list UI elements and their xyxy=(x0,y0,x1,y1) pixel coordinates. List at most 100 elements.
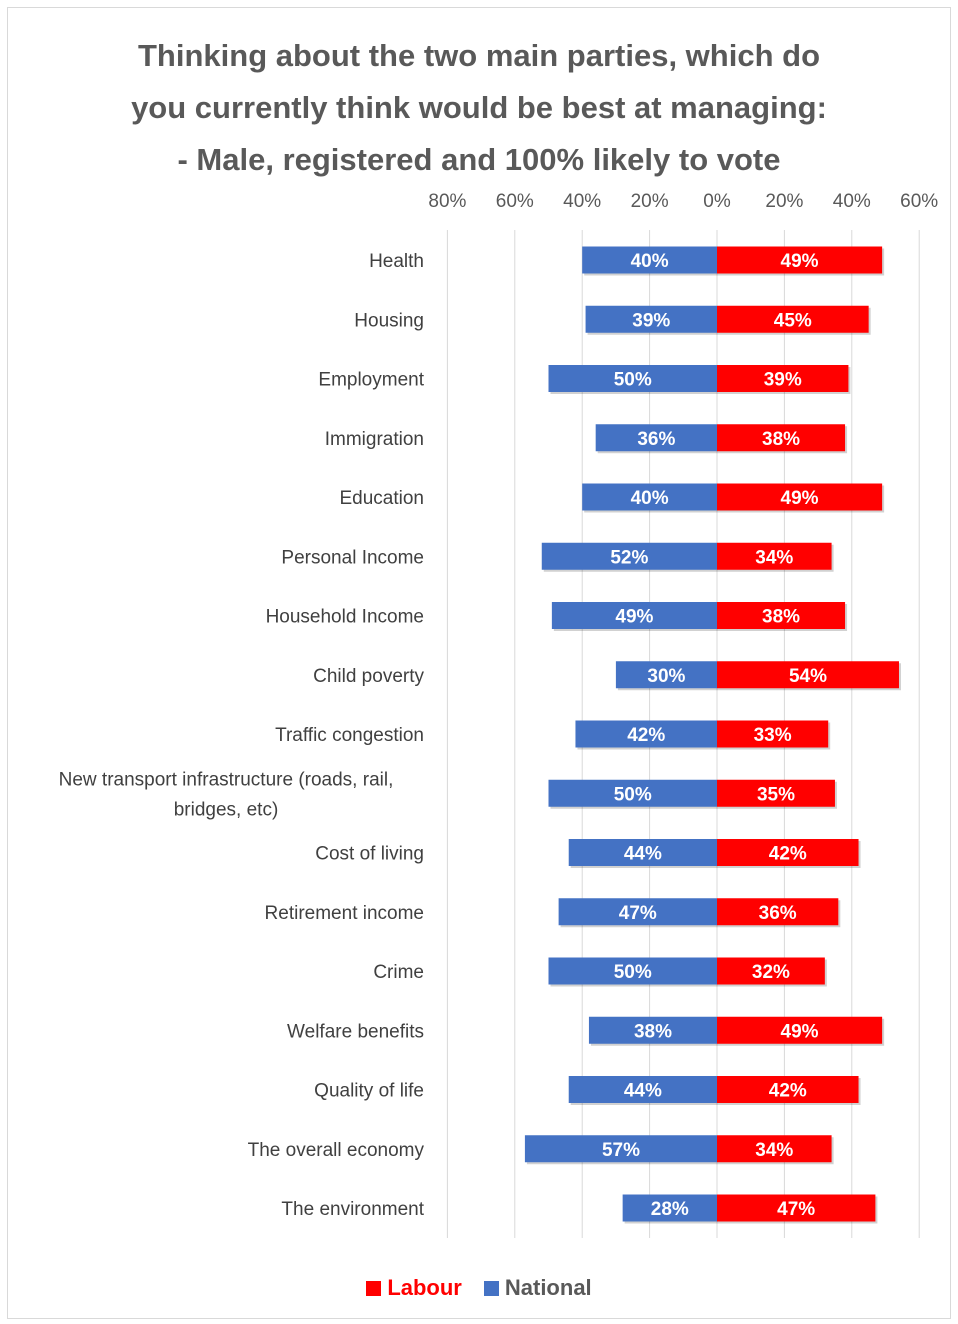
data-label-labour: 36% xyxy=(759,903,797,924)
category-label: Employment xyxy=(318,370,424,391)
bar-labour xyxy=(717,1194,876,1222)
category-label: Education xyxy=(339,488,424,509)
bar-labour xyxy=(717,1135,832,1163)
x-tick-label: 80% xyxy=(428,191,466,212)
data-label-national: 42% xyxy=(627,725,665,746)
bar-national xyxy=(595,424,717,452)
legend-swatch-labour xyxy=(366,1280,382,1296)
bar-national xyxy=(551,602,717,629)
data-label-labour: 38% xyxy=(762,607,800,628)
category-label: Immigration xyxy=(325,429,424,450)
bar-labour xyxy=(717,424,846,452)
x-tick-label: 20% xyxy=(631,191,669,212)
bar-labour xyxy=(717,305,869,333)
bar-national xyxy=(622,1194,717,1222)
bar-national xyxy=(575,720,717,748)
data-label-national: 50% xyxy=(614,962,652,983)
data-label-national: 50% xyxy=(614,370,652,391)
legend-label-national: National xyxy=(504,1275,592,1300)
data-label-labour: 34% xyxy=(755,1140,793,1161)
legend-swatch-national xyxy=(483,1280,499,1296)
category-label: The environment xyxy=(281,1199,424,1220)
data-label-labour: 49% xyxy=(781,251,819,272)
data-label-national: 49% xyxy=(615,607,653,628)
data-label-national: 39% xyxy=(632,310,670,331)
bar-national xyxy=(582,483,717,511)
bar-national xyxy=(548,365,717,392)
chart-title-line-1: Thinking about the two main parties, whi… xyxy=(137,38,820,73)
x-tick-label: 0% xyxy=(703,191,731,212)
data-label-national: 57% xyxy=(602,1140,640,1161)
data-label-labour: 42% xyxy=(769,844,807,865)
category-label: Cost of living xyxy=(315,844,424,865)
category-label: Housing xyxy=(354,310,424,331)
bar-national xyxy=(585,305,717,333)
data-label-national: 36% xyxy=(637,429,675,450)
data-label-labour: 35% xyxy=(757,784,795,805)
category-label: Health xyxy=(369,251,424,272)
data-label-national: 44% xyxy=(624,844,662,865)
category-label: Retirement income xyxy=(265,903,424,924)
bar-national xyxy=(548,779,717,807)
bar-labour xyxy=(717,1016,883,1044)
category-label: Welfare benefits xyxy=(287,1021,424,1042)
data-label-labour: 49% xyxy=(781,1021,819,1042)
data-label-national: 50% xyxy=(614,784,652,805)
category-label: Crime xyxy=(373,962,424,983)
data-label-labour: 47% xyxy=(777,1199,815,1220)
data-label-national: 38% xyxy=(634,1021,672,1042)
bar-labour xyxy=(717,1076,859,1103)
legend-item-national: National xyxy=(483,1275,592,1301)
bar-labour xyxy=(717,365,849,392)
legend-label-labour: Labour xyxy=(387,1275,462,1300)
data-label-labour: 34% xyxy=(755,547,793,568)
bar-labour xyxy=(717,542,832,570)
bar-national xyxy=(588,1016,717,1044)
data-label-national: 30% xyxy=(647,666,685,687)
data-label-labour: 54% xyxy=(789,666,827,687)
legend-item-labour: Labour xyxy=(366,1275,462,1301)
chart-title-line-3: - Male, registered and 100% likely to vo… xyxy=(177,142,781,177)
bar-labour xyxy=(717,839,859,866)
bar-national xyxy=(541,542,717,570)
category-label: The overall economy xyxy=(248,1140,425,1161)
bar-national xyxy=(568,1076,717,1103)
bar-labour xyxy=(717,898,839,926)
category-label: Quality of life xyxy=(314,1081,424,1102)
bar-labour xyxy=(717,246,883,274)
data-label-labour: 38% xyxy=(762,429,800,450)
bar-national xyxy=(524,1135,717,1163)
chart-title-line-2: you currently think would be best at man… xyxy=(131,90,827,125)
data-label-labour: 32% xyxy=(752,962,790,983)
bar-national xyxy=(568,839,717,866)
bar-labour xyxy=(717,720,829,748)
data-label-labour: 42% xyxy=(769,1081,807,1102)
data-label-national: 52% xyxy=(610,547,648,568)
x-tick-label: 60% xyxy=(900,191,938,212)
data-label-national: 40% xyxy=(631,251,669,272)
x-tick-label: 60% xyxy=(496,191,534,212)
bar-labour xyxy=(717,661,899,689)
data-label-labour: 33% xyxy=(754,725,792,746)
category-label: Personal Income xyxy=(281,547,424,568)
data-label-national: 47% xyxy=(619,903,657,924)
bar-national xyxy=(582,246,717,274)
data-label-national: 40% xyxy=(631,488,669,509)
bar-labour xyxy=(717,602,846,629)
x-tick-label: 40% xyxy=(563,191,601,212)
category-label: Household Income xyxy=(266,607,424,628)
chart-legend: Labour National xyxy=(0,1275,958,1301)
data-label-labour: 45% xyxy=(774,310,812,331)
bar-labour xyxy=(717,483,883,511)
data-label-national: 28% xyxy=(651,1199,689,1220)
data-label-labour: 49% xyxy=(781,488,819,509)
data-label-labour: 39% xyxy=(764,370,802,391)
bar-labour xyxy=(717,957,825,985)
x-tick-label: 40% xyxy=(833,191,871,212)
bar-labour xyxy=(717,779,835,807)
category-label: New transport infrastructure (roads, rai… xyxy=(59,769,394,820)
category-label: Traffic congestion xyxy=(275,725,424,746)
bar-national xyxy=(548,957,717,985)
bar-national xyxy=(615,661,717,689)
